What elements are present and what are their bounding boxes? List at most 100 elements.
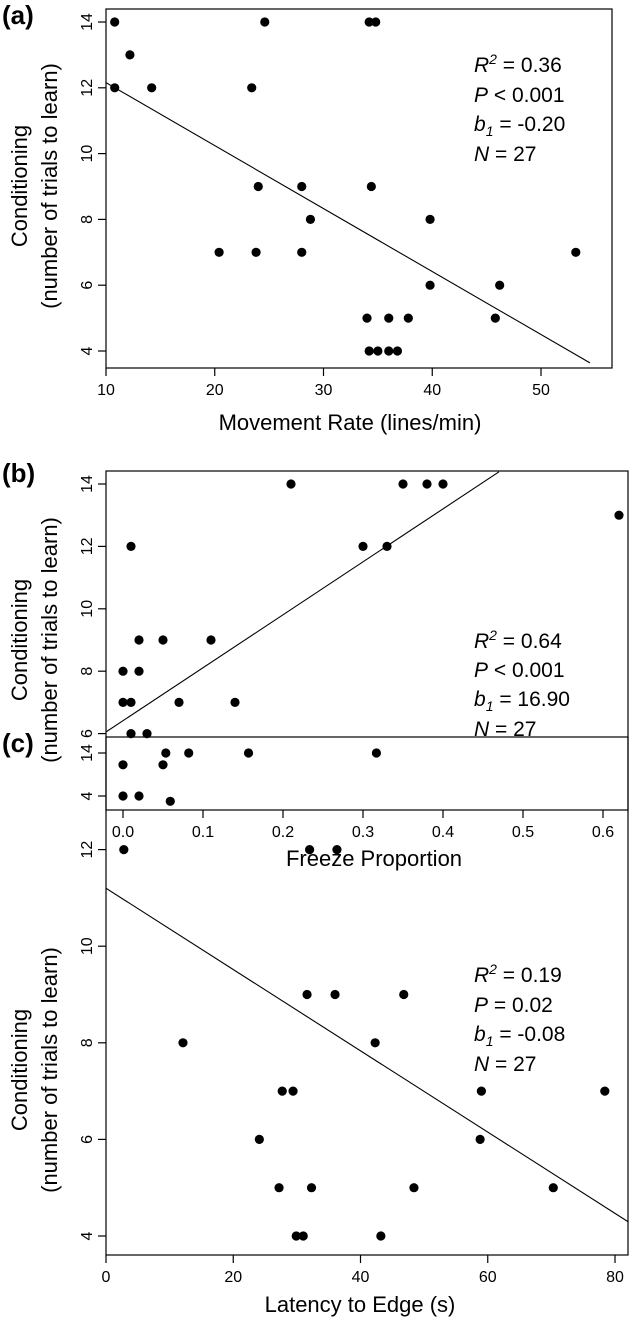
data-point <box>253 181 263 192</box>
y-tick-label: 12 <box>79 79 96 97</box>
panel-c-plot: 0 20 40 60 80 4 6 8 10 12 14 <box>79 736 629 1286</box>
y-tick-label: 14 <box>79 475 96 493</box>
data-point <box>305 845 315 855</box>
data-point <box>370 1038 380 1048</box>
y-tick-label: 6 <box>79 1135 96 1144</box>
data-point <box>600 1086 610 1096</box>
y-tick-label: 10 <box>79 145 96 163</box>
data-point <box>254 1134 264 1144</box>
panel-b-label: (b) <box>2 458 35 488</box>
data-point <box>475 1134 485 1144</box>
x-tick-label: 0.1 <box>192 824 214 841</box>
data-point <box>184 748 194 758</box>
panel-c-ylabel-line1: Conditioning <box>7 1009 32 1131</box>
data-point <box>178 1038 188 1048</box>
data-point <box>247 83 257 93</box>
data-point <box>147 83 157 93</box>
panel-a-xlabel: Movement Rate (lines/min) <box>219 410 482 435</box>
data-point <box>134 791 144 801</box>
data-point <box>126 541 136 552</box>
data-point <box>134 666 144 676</box>
data-point <box>291 1231 301 1241</box>
y-tick-label: 14 <box>79 744 96 762</box>
data-point <box>366 181 376 192</box>
x-tick-label: 0.0 <box>112 824 134 841</box>
data-point <box>384 313 394 323</box>
data-point <box>297 247 307 257</box>
panel-b-stat-b1: b1 = 16.90 <box>474 688 570 714</box>
data-point <box>158 760 168 770</box>
x-tick-label: 60 <box>479 1269 497 1286</box>
y-tick-label: 6 <box>79 281 96 290</box>
data-point <box>118 666 128 676</box>
x-tick-label: 50 <box>532 382 550 399</box>
data-point <box>126 729 136 739</box>
panel-c-xlabel: Latency to Edge (s) <box>265 1292 456 1317</box>
data-point <box>403 313 413 323</box>
data-point <box>126 697 136 708</box>
y-tick-label: 4 <box>79 346 96 355</box>
x-tick-label: 40 <box>352 1269 370 1286</box>
data-point <box>297 181 307 192</box>
panel-b: 0.0 0.1 0.2 0.3 0.4 0.5 0.6 4 6 8 10 12 14 (b) Freez… <box>2 458 629 871</box>
data-point <box>399 989 409 1000</box>
regression-line <box>106 81 591 364</box>
data-point <box>438 479 448 489</box>
data-point <box>422 479 432 489</box>
data-point <box>243 748 254 758</box>
data-point <box>110 17 120 27</box>
panel-c-stat-n: N = 27 <box>474 1053 536 1076</box>
data-point <box>614 510 624 520</box>
data-point <box>373 346 383 356</box>
data-point <box>110 83 120 93</box>
data-point <box>165 796 175 806</box>
panel-b-stat-p: P < 0.001 <box>474 659 565 682</box>
panel-b-ylabel-line2: (number of trials to learn) <box>37 517 62 763</box>
data-point <box>134 635 144 645</box>
data-point <box>298 1231 308 1241</box>
data-point <box>371 17 381 27</box>
data-point <box>571 247 581 257</box>
y-tick-label: 12 <box>79 841 96 859</box>
panel-a-stat-n: N = 27 <box>474 143 536 166</box>
data-point <box>288 1086 298 1096</box>
data-point <box>371 748 382 758</box>
x-tick-label: 0.6 <box>592 824 614 841</box>
panel-b-stat-n: N = 27 <box>474 718 536 741</box>
panel-a-stat-r2: R2 = 0.36 <box>474 51 562 77</box>
x-tick-label: 30 <box>315 382 333 399</box>
data-point <box>302 989 312 1000</box>
data-point <box>495 280 505 290</box>
data-point <box>286 479 296 489</box>
data-point <box>119 845 129 855</box>
x-tick-label: 80 <box>606 1269 624 1286</box>
x-tick-label: 0.2 <box>272 824 294 841</box>
panel-a-stat-p: P < 0.001 <box>474 84 565 107</box>
y-tick-label: 12 <box>79 537 96 555</box>
panel-a-label: (a) <box>2 0 34 30</box>
y-tick-label: 10 <box>79 600 96 618</box>
data-point <box>364 17 374 27</box>
y-tick-label: 8 <box>79 215 96 224</box>
data-point <box>490 313 500 323</box>
panel-b-stat-r2: R2 = 0.64 <box>474 627 562 653</box>
data-point <box>409 1183 419 1193</box>
panel-b-plot: 0.0 0.1 0.2 0.3 0.4 0.5 0.6 4 6 8 10 12 14 <box>79 470 629 841</box>
data-point <box>358 541 368 552</box>
data-point <box>161 748 171 758</box>
panel-c-ylabel-line2: (number of trials to learn) <box>37 947 62 1193</box>
panel-a-plot: 10 20 30 40 50 4 6 8 10 12 14 <box>79 8 613 399</box>
data-point <box>398 479 408 489</box>
y-tick-label: 4 <box>79 1231 96 1240</box>
data-point <box>382 541 392 552</box>
y-tick-label: 6 <box>79 729 96 738</box>
panel-a-ylabel-line1: Conditioning <box>7 125 32 247</box>
panel-a-ylabel-line2: (number of trials to learn) <box>37 63 62 309</box>
y-tick-label: 8 <box>79 667 96 676</box>
y-tick-label: 10 <box>79 937 96 955</box>
panel-a: 10 20 30 40 50 4 6 8 10 12 14 (a) Movement Rate (l… <box>2 0 613 435</box>
x-tick-label: 10 <box>97 382 115 399</box>
regression-line <box>106 471 500 733</box>
data-point <box>118 760 128 770</box>
